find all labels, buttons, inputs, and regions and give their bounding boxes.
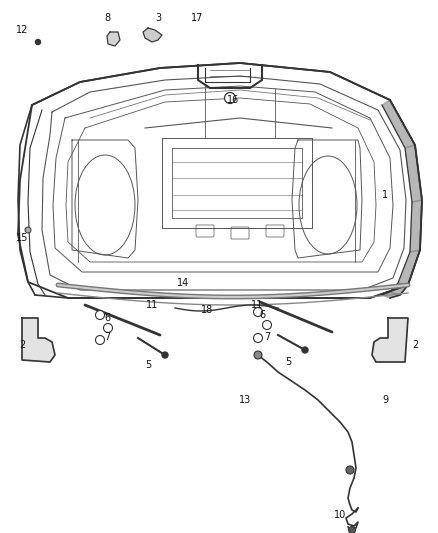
Text: 6: 6 bbox=[104, 313, 110, 323]
Polygon shape bbox=[398, 250, 420, 285]
Text: 5: 5 bbox=[285, 357, 291, 367]
Circle shape bbox=[254, 334, 262, 343]
Text: 9: 9 bbox=[382, 395, 388, 405]
Circle shape bbox=[225, 93, 236, 103]
Text: 12: 12 bbox=[16, 25, 28, 35]
Text: 7: 7 bbox=[104, 332, 110, 342]
Circle shape bbox=[25, 227, 31, 233]
Polygon shape bbox=[382, 100, 415, 148]
Circle shape bbox=[254, 351, 262, 359]
Circle shape bbox=[349, 527, 356, 533]
Circle shape bbox=[262, 320, 272, 329]
Polygon shape bbox=[405, 145, 422, 202]
Circle shape bbox=[95, 311, 105, 319]
Polygon shape bbox=[22, 318, 55, 362]
Circle shape bbox=[95, 335, 105, 344]
Text: 15: 15 bbox=[16, 233, 28, 243]
Polygon shape bbox=[390, 283, 408, 295]
Circle shape bbox=[254, 308, 262, 317]
Text: 10: 10 bbox=[334, 510, 346, 520]
Polygon shape bbox=[107, 32, 120, 46]
Text: 3: 3 bbox=[155, 13, 161, 23]
Polygon shape bbox=[382, 292, 400, 298]
Circle shape bbox=[35, 39, 40, 44]
Text: 16: 16 bbox=[227, 95, 239, 105]
Polygon shape bbox=[143, 28, 162, 42]
Text: 2: 2 bbox=[19, 340, 25, 350]
Text: 13: 13 bbox=[239, 395, 251, 405]
Text: 18: 18 bbox=[201, 305, 213, 315]
Text: 11: 11 bbox=[146, 300, 158, 310]
Text: 6: 6 bbox=[259, 310, 265, 320]
Text: 7: 7 bbox=[264, 332, 270, 342]
Circle shape bbox=[302, 347, 308, 353]
Text: 1: 1 bbox=[382, 190, 388, 200]
Text: 8: 8 bbox=[104, 13, 110, 23]
Circle shape bbox=[103, 324, 113, 333]
Circle shape bbox=[162, 352, 168, 358]
Polygon shape bbox=[410, 200, 422, 252]
Text: 14: 14 bbox=[177, 278, 189, 288]
Text: 11: 11 bbox=[251, 300, 263, 310]
Polygon shape bbox=[372, 318, 408, 362]
Text: 2: 2 bbox=[412, 340, 418, 350]
Circle shape bbox=[346, 466, 354, 474]
Text: 5: 5 bbox=[145, 360, 151, 370]
Text: 17: 17 bbox=[191, 13, 203, 23]
